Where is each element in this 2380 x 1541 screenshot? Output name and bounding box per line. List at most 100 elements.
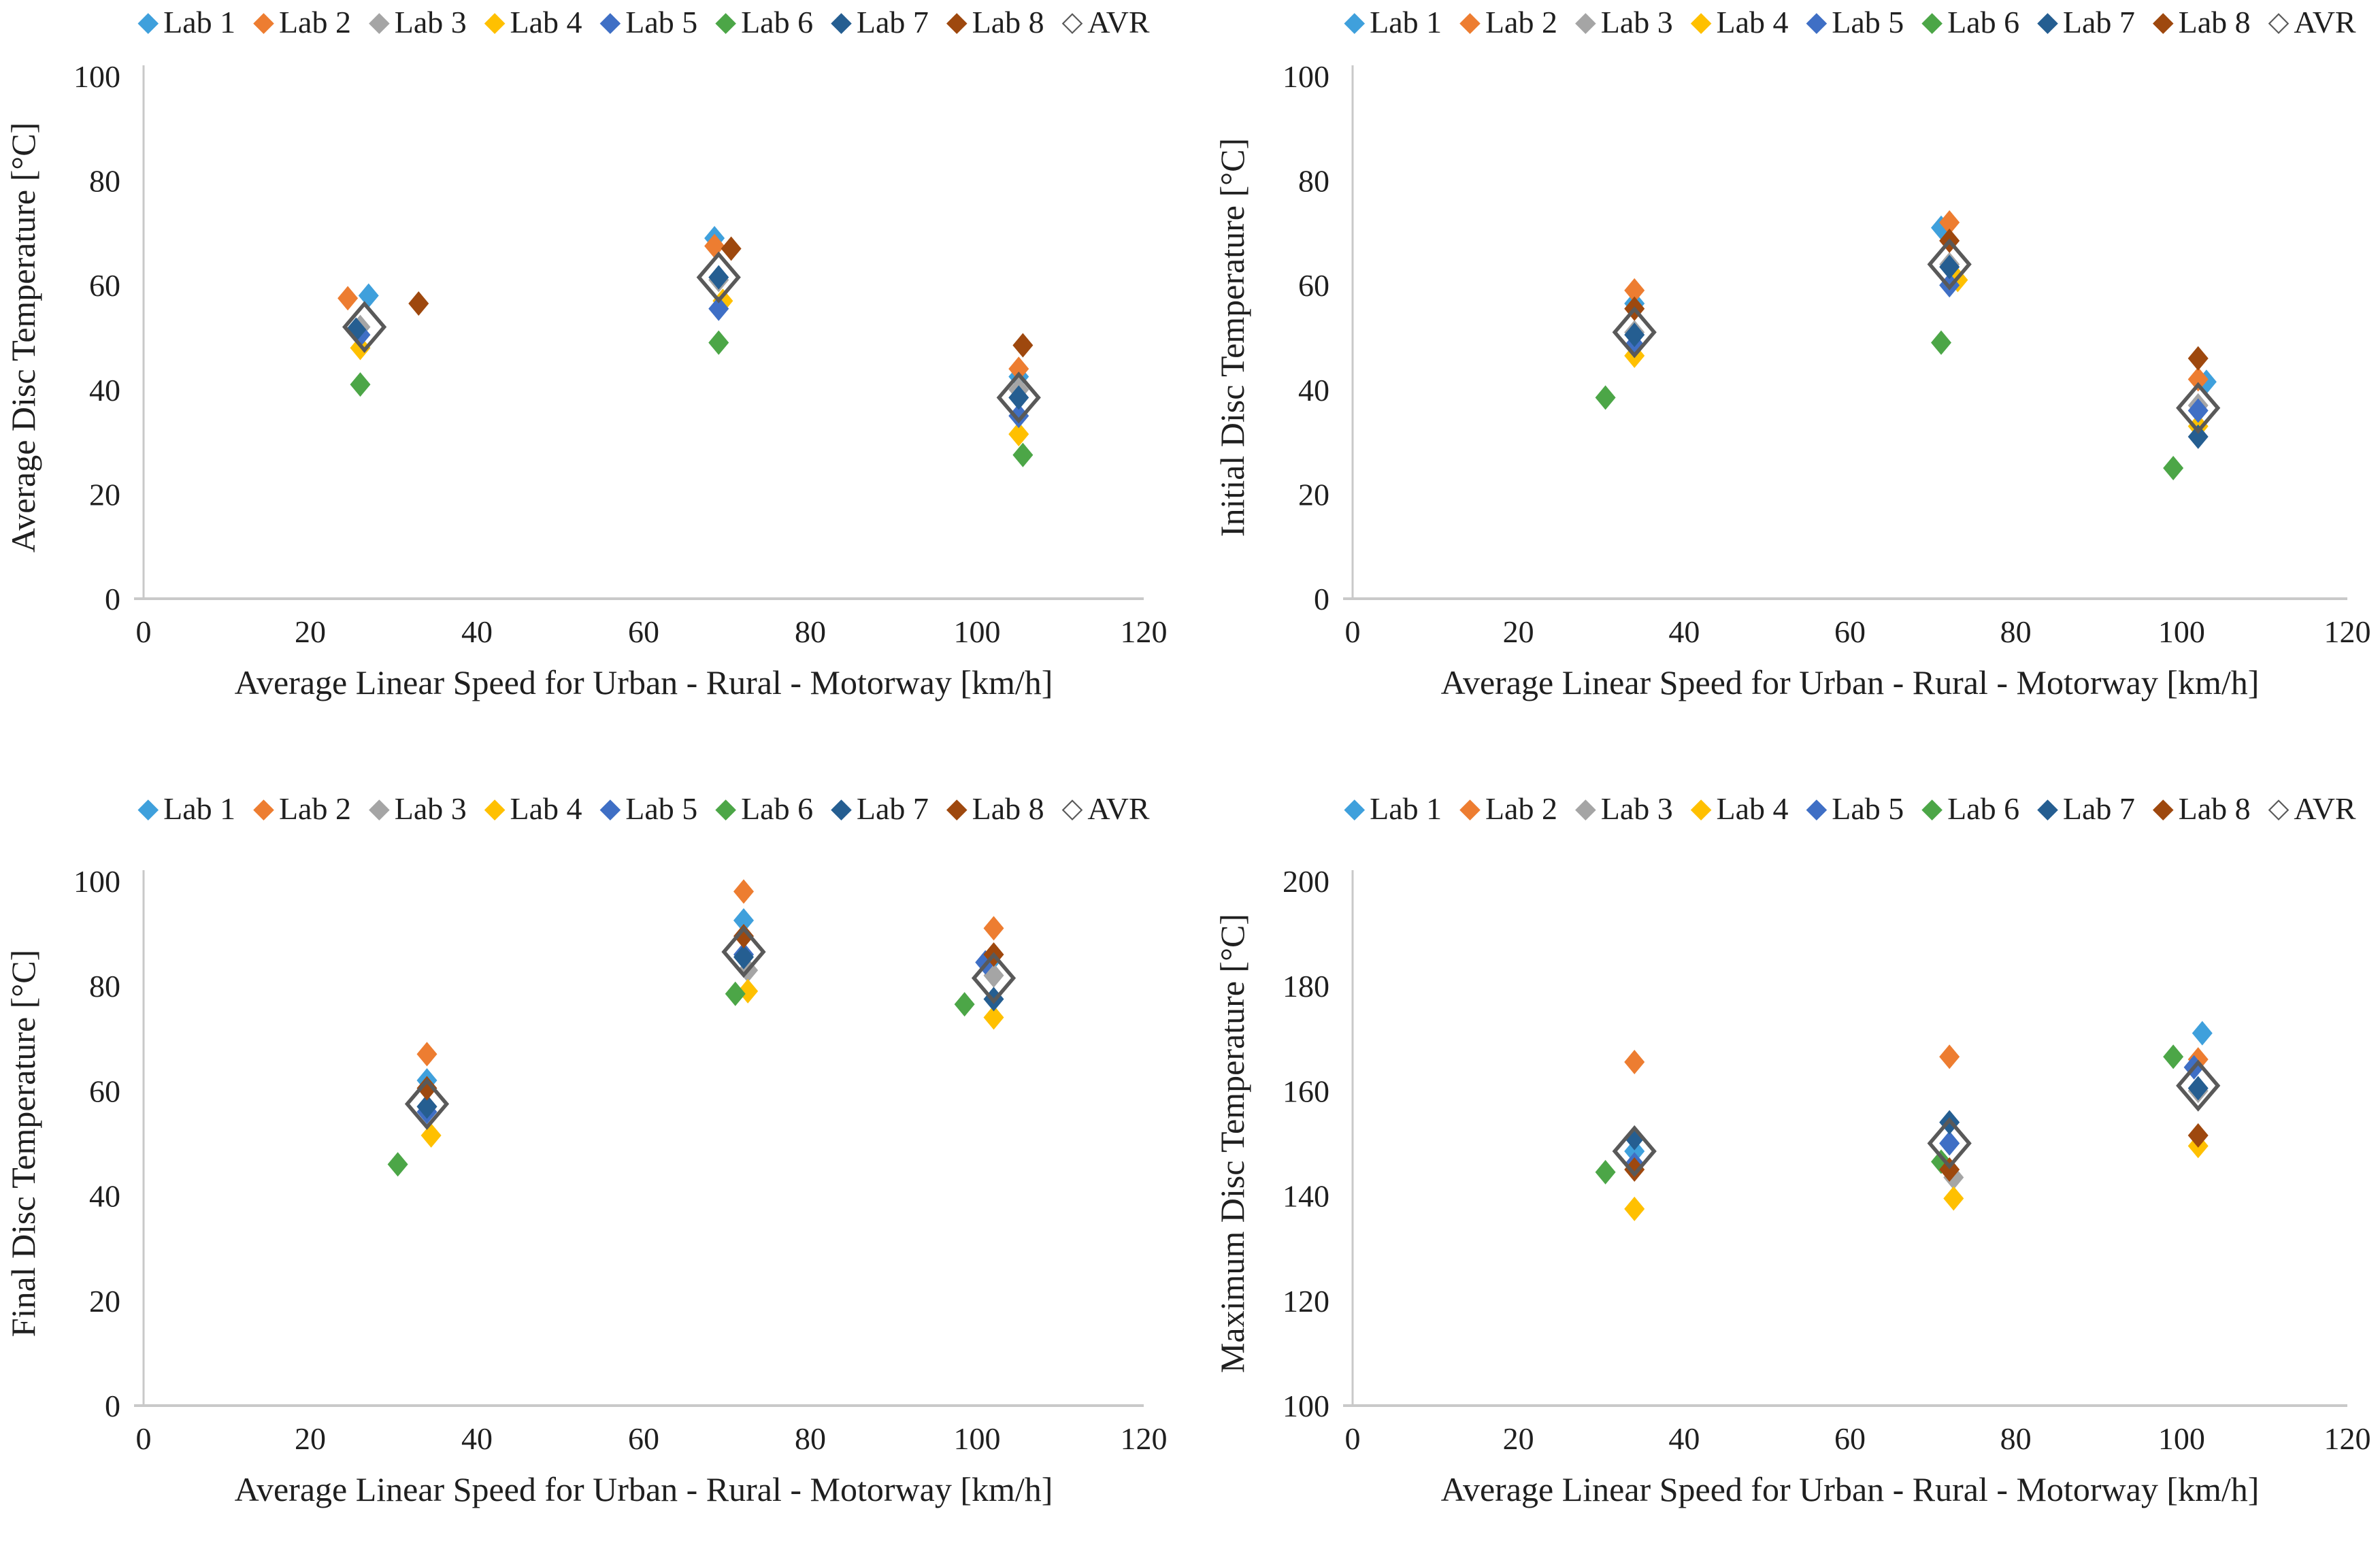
series-lab-2: [416, 879, 1004, 1067]
legend-item-lab-3: ◆ Lab 3: [1575, 791, 1673, 827]
series-lab-7: [346, 265, 1029, 410]
x-tick-label: 120: [2324, 1421, 2371, 1456]
chart-panel-maximum-disc-temperature: 100 120 140 160 180 200 0 20 40 60 80 100 120 Maximum…: [1190, 770, 2380, 1541]
x-tick-label: 100: [2158, 614, 2205, 649]
legend-label: AVR: [2294, 791, 2356, 826]
series-lab-8: [1624, 228, 2209, 371]
filled-diamond-icon: ◆: [1574, 6, 1596, 37]
series-lab-8: [1624, 1123, 2209, 1182]
legend-item-lab-7: ◆ Lab 7: [831, 791, 929, 827]
data-point-lab-7: [2187, 424, 2209, 449]
y-tick-label: 0: [105, 582, 120, 616]
filled-diamond-icon: ◆: [1690, 793, 1712, 824]
filled-diamond-icon: ◆: [1690, 6, 1712, 37]
series-lab-3: [1624, 1078, 2209, 1190]
legend-item-lab-6: ◆ Lab 6: [1921, 791, 2019, 827]
filled-diamond-icon: ◆: [946, 793, 968, 824]
filled-diamond-icon: ◆: [599, 793, 621, 824]
x-tick-label: 80: [795, 1421, 826, 1456]
legend-item-lab-3: ◆ Lab 3: [369, 4, 467, 40]
series-lab-3: [1624, 252, 2209, 418]
data-point-lab-2: [337, 286, 359, 311]
y-axis-title: Maximum Disc Temperature [°C]: [1213, 914, 1251, 1373]
data-point-lab-2: [733, 879, 754, 904]
x-tick-label: 20: [1503, 1421, 1534, 1456]
data-point-lab-8: [733, 923, 754, 948]
chart-panel-initial-disc-temperature: 0 20 40 60 80 100 0 20 40 60 80 100 120 Initial Disc …: [1190, 0, 2380, 770]
data-point-lab-7: [708, 265, 729, 290]
y-tick-label: 20: [89, 1284, 120, 1319]
data-point-avr: [721, 925, 766, 978]
data-point-lab-7: [1008, 385, 1029, 410]
filled-diamond-icon: ◆: [1806, 6, 1828, 37]
data-point-lab-2: [1939, 1044, 1960, 1070]
series-lab-2: [1624, 1044, 2209, 1074]
series-lab-6: [1595, 1044, 2184, 1184]
legend-item-lab-8: ◆ Lab 8: [2153, 4, 2251, 40]
data-point-lab-8: [721, 236, 742, 261]
x-tick-label: 100: [2158, 1421, 2205, 1456]
data-point-lab-6: [350, 372, 371, 397]
series-lab-8: [416, 923, 1004, 1101]
data-point-lab-2: [1624, 1049, 1645, 1074]
legend-label: Lab 4: [510, 791, 582, 826]
open-diamond-icon: ◇: [1061, 6, 1083, 37]
series-lab-7: [1624, 1076, 2209, 1150]
legend-item-avr: ◇ AVR: [1062, 791, 1150, 827]
series-lab-4: [1624, 267, 2209, 439]
data-point-lab-6: [2163, 456, 2184, 480]
data-point-lab-2: [1939, 210, 1960, 235]
data-point-lab-6: [954, 992, 975, 1017]
legend: ◆ Lab 1 ◆ Lab 2 ◆ Lab 3 ◆ Lab 4 ◆ Lab 5 ◆ Lab 6 ◆ Lab…: [137, 3, 1149, 41]
data-point-lab-6: [1931, 330, 1952, 355]
data-point-lab-4: [1943, 1186, 1964, 1211]
data-point-lab-2: [416, 1042, 437, 1067]
legend-label: Lab 6: [1947, 791, 2020, 826]
x-tick-label: 120: [1121, 1421, 1168, 1456]
data-point-lab-4: [420, 1123, 442, 1148]
series-lab-2: [337, 233, 1029, 382]
filled-diamond-icon: ◆: [1344, 793, 1366, 824]
legend-item-lab-2: ◆ Lab 2: [1459, 791, 1557, 827]
data-point-lab-2: [704, 233, 725, 259]
data-point-lab-6: [387, 1152, 408, 1177]
x-tick-label: 0: [1345, 1421, 1361, 1456]
legend-label: AVR: [1087, 791, 1150, 826]
data-point-lab-1: [1624, 1139, 1645, 1164]
legend-item-lab-4: ◆ Lab 4: [1691, 4, 1789, 40]
filled-diamond-icon: ◆: [253, 6, 274, 37]
data-point-lab-4: [983, 1005, 1004, 1030]
y-tick-label: 0: [1314, 582, 1329, 616]
filled-diamond-icon: ◆: [1459, 793, 1481, 824]
legend-item-lab-4: ◆ Lab 4: [484, 791, 582, 827]
legend-label: Lab 3: [394, 791, 467, 826]
y-tick-label: 40: [1298, 373, 1329, 408]
data-point-lab-8: [416, 1076, 437, 1101]
series-lab-1: [358, 226, 1029, 389]
y-tick-label: 40: [89, 373, 120, 408]
legend-label: Lab 2: [278, 791, 351, 826]
legend-label: Lab 8: [972, 4, 1044, 39]
data-point-avr: [971, 952, 1017, 1004]
data-point-lab-4: [1008, 422, 1029, 447]
y-tick-label: 40: [89, 1179, 120, 1214]
legend: ◆ Lab 1 ◆ Lab 2 ◆ Lab 3 ◆ Lab 4 ◆ Lab 5 ◆ Lab 6 ◆ Lab…: [1344, 789, 2356, 827]
legend-label: Lab 8: [2178, 791, 2251, 826]
x-tick-label: 80: [2000, 1421, 2032, 1456]
legend-label: Lab 8: [972, 791, 1044, 826]
filled-diamond-icon: ◆: [253, 793, 274, 824]
x-tick-label: 120: [1121, 614, 1168, 649]
series-lab-4: [420, 978, 1004, 1148]
series-avr: [1612, 1059, 2221, 1178]
data-point-avr: [1927, 1117, 1972, 1170]
data-point-lab-7: [1939, 254, 1960, 280]
filled-diamond-icon: ◆: [484, 6, 506, 37]
legend-label: Lab 2: [278, 4, 351, 39]
scatter-plot-average-disc-temperature: 0 20 40 60 80 100 0 20 40 60 80 100 120 Average Disc …: [4, 59, 1168, 701]
filled-diamond-icon: ◆: [368, 793, 390, 824]
data-point-avr: [404, 1078, 450, 1130]
filled-diamond-icon: ◆: [946, 6, 968, 37]
x-tick-label: 60: [1834, 1421, 1866, 1456]
y-tick-label: 60: [89, 268, 120, 303]
data-point-lab-7: [1624, 322, 1645, 348]
